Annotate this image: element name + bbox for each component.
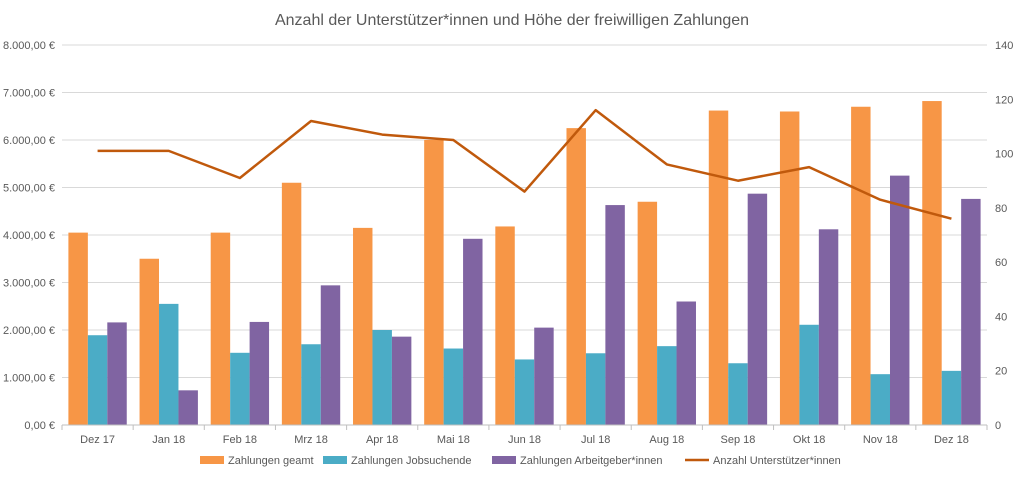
x-tick-label: Mrz 18	[294, 434, 328, 446]
bar	[708, 110, 729, 426]
bar	[728, 363, 748, 425]
x-tick-label: Okt 18	[793, 434, 825, 446]
bar	[566, 128, 586, 425]
legend-label: Anzahl Unterstützer*innen	[713, 455, 841, 467]
legend-label: Zahlungen Jobsuchende	[351, 455, 471, 467]
line-series-path	[97, 108, 952, 220]
y2-tick-label: 100	[995, 149, 1013, 161]
bar	[870, 374, 890, 425]
bar	[941, 370, 962, 425]
x-tick-label: Aug 18	[649, 434, 684, 446]
bar	[889, 175, 910, 425]
y2-tick-label: 40	[995, 311, 1007, 323]
bar	[779, 111, 800, 425]
y2-tick-label: 120	[995, 94, 1013, 106]
y2-tick-label: 140	[995, 40, 1013, 52]
y-tick-label: 8.000,00 €	[3, 40, 55, 52]
y-tick-label: 3.000,00 €	[3, 278, 55, 290]
bar	[372, 330, 392, 425]
chart-title: Anzahl der Unterstützer*innen und Höhe d…	[275, 12, 749, 29]
legend-swatch	[323, 456, 347, 464]
bar	[178, 390, 198, 425]
legend-swatch	[492, 456, 516, 464]
bar	[747, 193, 768, 425]
bar	[799, 324, 819, 425]
bar	[210, 232, 231, 425]
y-tick-label: 1.000,00 €	[3, 373, 55, 385]
y2-tick-label: 20	[995, 366, 1007, 378]
bar	[139, 258, 160, 425]
bar	[961, 198, 981, 425]
x-tick-label: Dez 17	[80, 434, 115, 446]
bar	[281, 182, 302, 425]
bar	[514, 359, 535, 425]
x-tick-label: Jun 18	[508, 434, 541, 446]
x-tick-label: Apr 18	[366, 434, 398, 446]
bar	[230, 352, 250, 425]
bar	[249, 321, 270, 425]
x-tick-label: Jan 18	[152, 434, 185, 446]
bar	[391, 336, 412, 425]
legend: Zahlungen geamt Zahlungen Jobsuchende Zahl…	[200, 455, 841, 467]
bar	[657, 346, 677, 425]
legend-swatch	[200, 456, 224, 464]
bar	[818, 229, 839, 425]
axes: 0,00 € 1.000,00 € 2.000,00 € 3.000,00 € 4.00…	[3, 40, 1013, 446]
x-tick-label: Mai 18	[437, 434, 470, 446]
bar	[495, 226, 515, 425]
bars	[68, 101, 981, 426]
bar	[159, 303, 179, 425]
y2-tick-label: 0	[995, 420, 1001, 432]
bar	[353, 227, 373, 425]
gridlines	[62, 44, 987, 378]
bar	[605, 205, 625, 425]
x-tick-label: Jul 18	[581, 434, 610, 446]
bar	[585, 353, 606, 425]
legend-label: Zahlungen geamt	[228, 455, 314, 467]
y-tick-label: 5.000,00 €	[3, 183, 55, 195]
y2-tick-label: 80	[995, 203, 1007, 215]
y-tick-label: 7.000,00 €	[3, 88, 55, 100]
bar	[320, 285, 341, 425]
bar	[87, 335, 108, 425]
bar	[922, 101, 942, 426]
line-series	[97, 108, 952, 220]
y2-tick-label: 60	[995, 257, 1007, 269]
y-tick-label: 4.000,00 €	[3, 230, 55, 242]
y-tick-label: 2.000,00 €	[3, 325, 55, 337]
bar	[443, 348, 464, 425]
bar	[107, 322, 127, 425]
y-tick-label: 6.000,00 €	[3, 135, 55, 147]
bar	[534, 327, 554, 425]
y-tick-label: 0,00 €	[24, 420, 55, 432]
legend-label: Zahlungen Arbeitgeber*innen	[520, 455, 663, 467]
bar	[851, 106, 871, 425]
bar	[676, 301, 696, 425]
bar	[463, 238, 483, 425]
x-tick-label: Nov 18	[863, 434, 898, 446]
bar	[637, 201, 658, 425]
x-tick-label: Feb 18	[223, 434, 257, 446]
x-tick-label: Dez 18	[934, 434, 969, 446]
bar	[424, 140, 444, 425]
x-tick-label: Sep 18	[721, 434, 756, 446]
bar	[68, 232, 88, 425]
bar	[301, 344, 321, 425]
